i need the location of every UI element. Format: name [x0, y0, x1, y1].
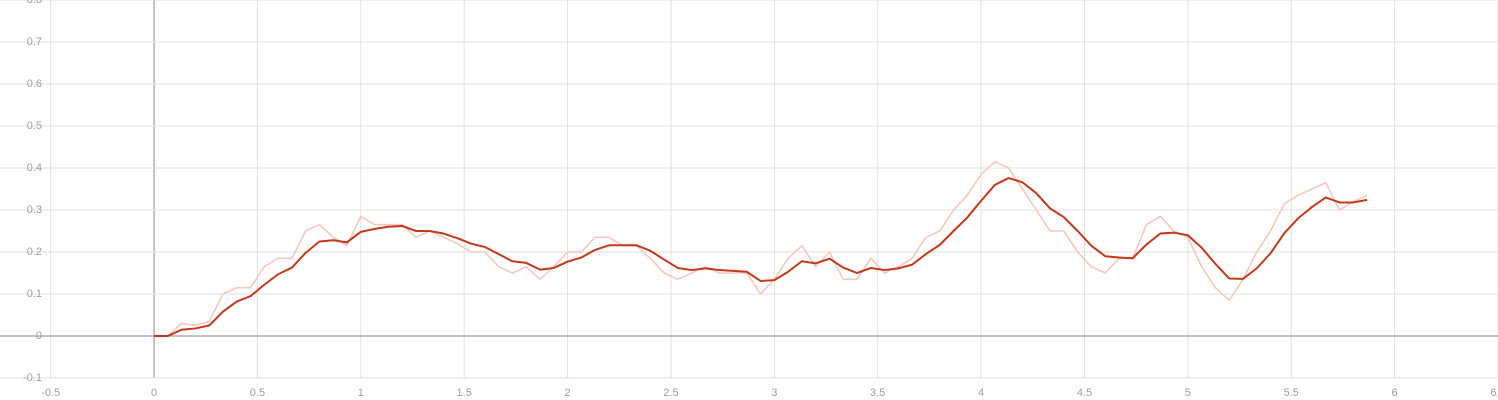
- y-tick-label: 0.3: [27, 204, 42, 216]
- x-tick-label: 4.5: [1077, 387, 1092, 399]
- x-tick-label: 2.5: [663, 387, 678, 399]
- y-tick-label: 0: [36, 330, 42, 342]
- x-tick-label: 6.5: [1490, 387, 1498, 399]
- y-tick-label: 0.2: [27, 246, 42, 258]
- x-tick-label: 3.5: [870, 387, 885, 399]
- x-tick-label: 6: [1392, 387, 1398, 399]
- x-tick-label: 4: [978, 387, 984, 399]
- y-tick-label: -0.1: [23, 372, 42, 384]
- y-tick-label: 0.1: [27, 288, 42, 300]
- x-tick-label: 5: [1185, 387, 1191, 399]
- y-tick-label: 0.7: [27, 36, 42, 48]
- x-tick-label: 1: [358, 387, 364, 399]
- y-tick-label: 0.6: [27, 78, 42, 90]
- y-tick-label: 0.8: [27, 0, 42, 6]
- x-tick-label: -0.5: [41, 387, 60, 399]
- series-line: [154, 177, 1368, 337]
- series-line: [154, 160, 1368, 337]
- x-tick-label: 1.5: [457, 387, 472, 399]
- x-tick-label: 3: [771, 387, 777, 399]
- x-tick-label: 0: [151, 387, 157, 399]
- x-tick-label: 5.5: [1284, 387, 1299, 399]
- y-tick-label: 0.4: [27, 162, 42, 174]
- y-tick-label: 0.5: [27, 120, 42, 132]
- x-tick-label: 2: [565, 387, 571, 399]
- x-tick-label: 0.5: [250, 387, 265, 399]
